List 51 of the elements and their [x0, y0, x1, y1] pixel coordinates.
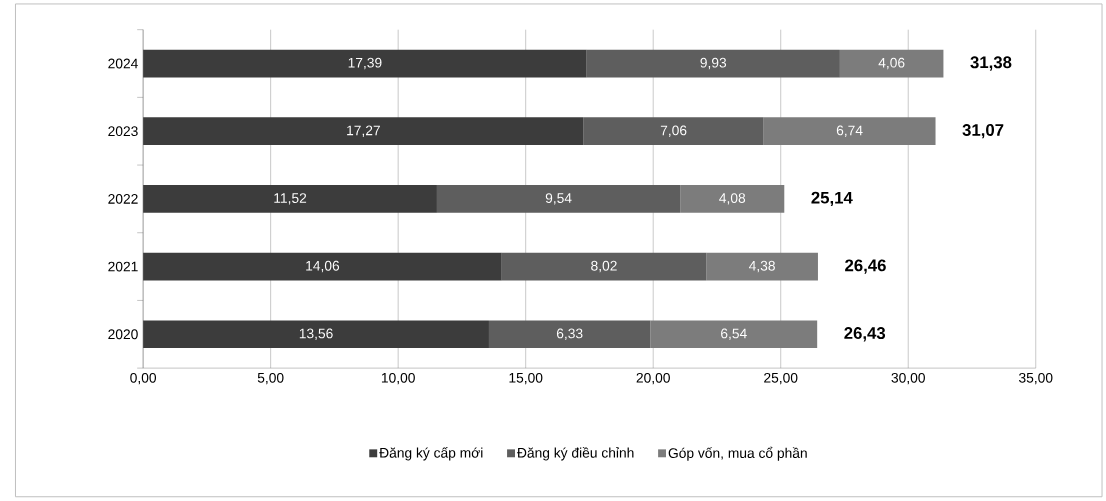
data-label: 6,33: [556, 328, 583, 341]
x-tick-label: 35,00: [1019, 373, 1053, 385]
bar: [839, 49, 944, 78]
x-tick-label: 20,00: [636, 373, 670, 385]
y-tick-label: 2024: [108, 58, 138, 69]
x-tick-label: 10,00: [381, 373, 415, 385]
data-label: 6,74: [836, 125, 863, 138]
y-tick-label: 2022: [108, 194, 138, 204]
data-label: 9,93: [700, 57, 727, 70]
data-label: 11,52: [274, 193, 307, 205]
data-label: 7,06: [660, 125, 687, 138]
data-label: 17,39: [348, 57, 382, 70]
data-label: 13,56: [299, 328, 333, 341]
x-tick-label: 5,00: [257, 373, 284, 385]
data-label: 8,02: [591, 261, 617, 273]
bar: [143, 117, 584, 146]
bar: [583, 117, 764, 146]
bar: [650, 320, 818, 349]
total-label: 26,46: [845, 259, 886, 274]
data-label: 4,08: [719, 193, 746, 205]
bar: [436, 185, 681, 213]
y-tick-label: 2023: [108, 126, 138, 137]
bar: [501, 252, 707, 281]
data-label: 4,38: [748, 261, 775, 273]
y-tick-label: 2020: [108, 329, 138, 340]
bar: [488, 320, 651, 349]
x-tick-label: 15,00: [509, 373, 543, 385]
data-label: 9,54: [545, 193, 572, 205]
total-label: 26,43: [844, 327, 886, 342]
legend-label: Đăng ký điều chỉnh: [517, 447, 634, 461]
bar: [143, 185, 437, 213]
total-label: 31,38: [970, 56, 1012, 71]
bar: [143, 252, 502, 281]
x-tick-label: 0,00: [130, 373, 157, 385]
bar: [143, 49, 587, 78]
legend-label: Góp vốn, mua cổ phần: [668, 446, 807, 461]
x-tick-label: 30,00: [891, 373, 925, 385]
data-label: 6,54: [721, 328, 747, 341]
y-tick-label: 2021: [108, 261, 138, 272]
bar: [706, 252, 818, 281]
bar: [143, 320, 489, 349]
bar: [680, 185, 785, 213]
bar: [763, 117, 936, 146]
data-label: 14,06: [306, 261, 340, 273]
bar: [586, 49, 840, 78]
data-label: 4,06: [878, 57, 905, 70]
total-label: 31,07: [962, 124, 1004, 139]
total-label: 25,14: [811, 191, 853, 207]
data-label: 17,27: [347, 125, 380, 138]
legend-label: Đăng ký cấp mới: [379, 447, 483, 461]
x-tick-label: 25,00: [764, 373, 798, 385]
